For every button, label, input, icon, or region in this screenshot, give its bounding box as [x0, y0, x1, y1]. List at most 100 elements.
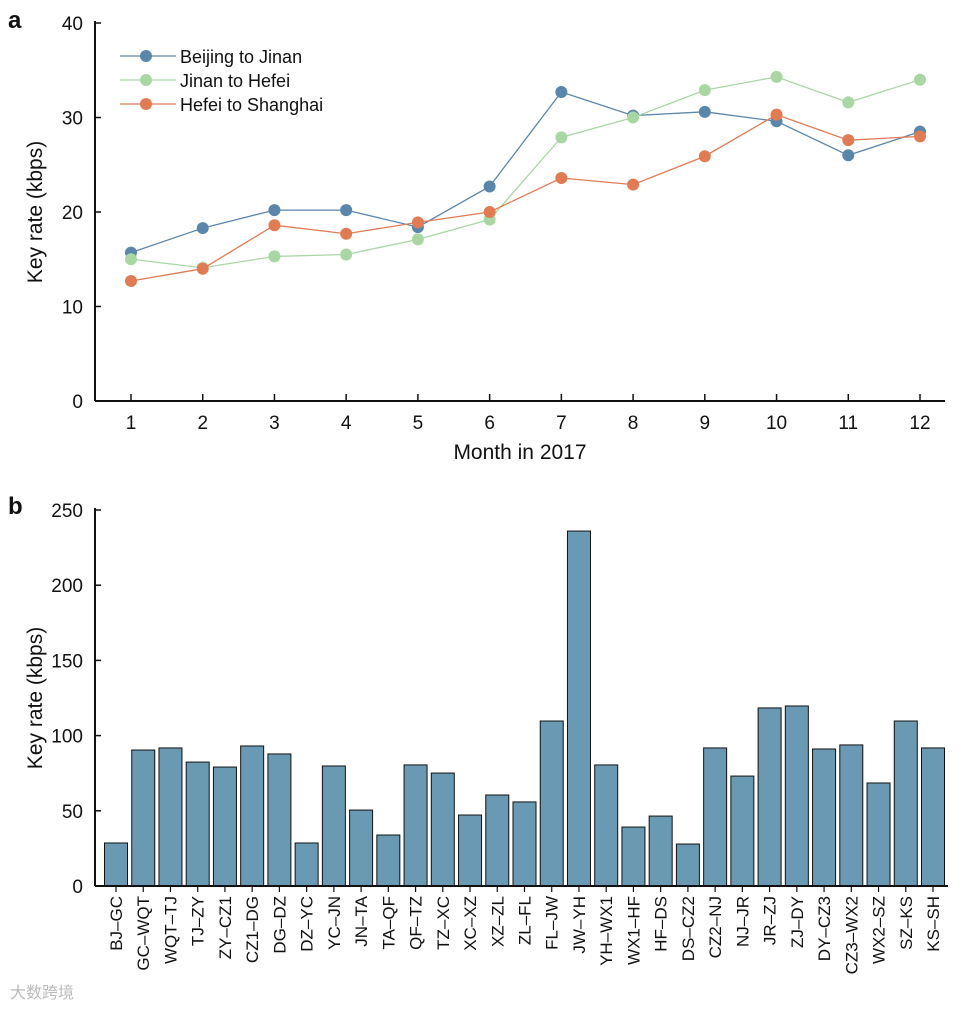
bar [839, 744, 864, 887]
bar [594, 764, 619, 887]
legend-marker [140, 50, 152, 62]
x-tick-label: KS–SH [924, 896, 943, 952]
x-tick-label: XC–XZ [461, 896, 480, 951]
data-point [698, 84, 711, 97]
x-tick-label: 12 [909, 413, 930, 434]
x-tick-label: CZ2–NJ [706, 896, 725, 958]
x-tick-label: 9 [700, 413, 711, 434]
legend-item: Beijing to Jinan [120, 47, 302, 67]
x-tick-label: ZY–CZ1 [216, 896, 235, 959]
bar [757, 707, 782, 887]
data-point [770, 70, 783, 83]
bar [512, 801, 537, 887]
x-tick-label: JW–YH [570, 896, 589, 954]
x-tick-label: JR–ZJ [761, 896, 780, 945]
bar [921, 747, 945, 887]
y-tick-label: 0 [72, 392, 83, 413]
data-point [340, 204, 353, 217]
x-tick-label: 5 [413, 413, 424, 434]
data-point [698, 105, 711, 118]
data-point [268, 250, 281, 263]
bar [185, 761, 210, 887]
bar [566, 530, 591, 887]
data-point [627, 111, 640, 124]
series-beijing-to-jinan [125, 85, 926, 259]
x-tick-label: CZ3–WX2 [842, 896, 861, 974]
data-point [411, 233, 424, 246]
series-hefei-to-shanghai [125, 108, 926, 287]
data-point [340, 227, 353, 240]
panel-label-b: b [8, 493, 23, 520]
x-tick-label: 1 [126, 413, 137, 434]
x-tick-label: TZ–XC [434, 896, 453, 950]
x-tick-label: TJ–ZY [189, 896, 208, 946]
legend-label: Hefei to Shanghai [180, 95, 323, 115]
x-tick-label: DY–CZ3 [815, 896, 834, 961]
y-tick-label: 200 [51, 576, 83, 597]
x-tick-label: FL–JW [543, 896, 562, 950]
x-tick-label: ZJ–DY [788, 896, 807, 948]
data-point [914, 130, 926, 143]
bar [812, 748, 837, 887]
x-tick-label: 11 [838, 413, 858, 434]
data-point [483, 180, 496, 193]
x-tick-label: YC–JN [325, 896, 344, 950]
bar [294, 842, 319, 887]
bar [730, 775, 755, 887]
data-point [842, 96, 855, 109]
legend-label: Beijing to Jinan [180, 47, 302, 67]
bar-chart: BJ–GC GC–WQT WQT–TJ TJ–ZY ZY–CZ1 CZ1–DG DG–DZ D… [24, 501, 948, 974]
x-tick-label: WQT–TJ [161, 896, 180, 964]
bar [621, 826, 646, 887]
y-tick-label: 40 [62, 14, 83, 35]
x-axis-label: Month in 2017 [453, 441, 586, 464]
series-line [130, 113, 921, 282]
x-tick-label: GC–WQT [134, 896, 153, 971]
data-point [196, 262, 209, 275]
x-tick-label: HF–DS [652, 896, 671, 952]
legend-label: Jinan to Hefei [180, 71, 290, 91]
bar [321, 765, 346, 887]
x-tick-label: JN–TA [352, 895, 371, 946]
data-point [842, 134, 855, 147]
data-point [196, 222, 209, 235]
bar [703, 747, 728, 887]
legend-marker [140, 74, 152, 86]
x-tick-label: NJ–JR [733, 896, 752, 947]
x-tick-label: 6 [484, 413, 495, 434]
bar [458, 814, 483, 887]
legend-marker [140, 98, 152, 110]
data-point [555, 171, 568, 184]
data-point [627, 178, 640, 191]
x-tick-label: DZ–YC [298, 896, 317, 952]
data-point [340, 248, 353, 261]
data-point [411, 216, 424, 229]
data-point [555, 85, 568, 98]
x-tick-label: DG–DZ [270, 896, 289, 954]
legend-item: Hefei to Shanghai [120, 95, 323, 115]
x-tick-label: BJ–GC [107, 896, 126, 951]
y-tick-label: 30 [62, 109, 83, 130]
data-point [125, 274, 137, 287]
x-tick-label: 4 [341, 413, 352, 434]
y-tick-label: 100 [51, 727, 83, 748]
bar [104, 842, 128, 887]
watermark: 大数跨境 [10, 983, 74, 1002]
x-tick-label: WX2–SZ [870, 896, 889, 964]
data-point [268, 219, 281, 232]
bar [430, 772, 455, 887]
y-tick-label: 10 [62, 298, 83, 319]
bar [267, 753, 292, 887]
y-tick-label: 250 [51, 501, 83, 522]
x-tick-label: WX1–HF [624, 896, 643, 965]
x-tick-label: ZL–FL [516, 896, 535, 945]
series-line [130, 91, 921, 254]
bar [131, 749, 156, 887]
y-axis-label: Key rate (kbps) [24, 141, 47, 283]
x-tick-label: 10 [766, 413, 787, 434]
x-tick-label: DS–CZ2 [679, 896, 698, 961]
data-point [268, 204, 281, 217]
data-point [483, 206, 496, 218]
